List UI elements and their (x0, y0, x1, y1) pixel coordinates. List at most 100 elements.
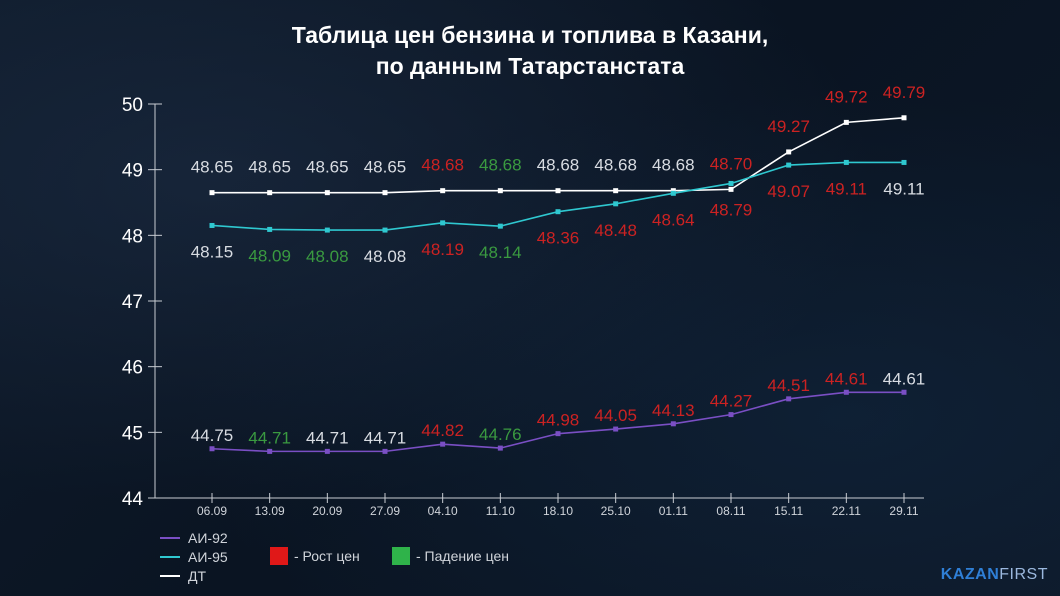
data-label-dt: 48.65 (364, 158, 407, 177)
legend-dt-swatch (160, 575, 180, 577)
data-point-ai92 (786, 396, 792, 402)
legend-fall: - Падение цен (392, 547, 509, 565)
x-tick-label: 22.11 (832, 504, 861, 518)
data-label-ai92: 44.75 (191, 426, 234, 445)
legend-ai92-swatch (160, 537, 180, 539)
data-label-dt: 48.65 (248, 158, 291, 177)
data-point-ai95 (728, 180, 734, 186)
data-point-ai95 (786, 162, 792, 168)
data-label-ai95: 49.11 (826, 179, 867, 198)
data-label-ai95: 48.79 (710, 200, 753, 219)
data-label-dt: 48.68 (652, 156, 695, 175)
data-label-ai95: 48.08 (364, 247, 407, 266)
data-point-ai92 (382, 448, 388, 454)
data-point-dt (901, 115, 907, 121)
x-tick-label: 11.10 (486, 504, 515, 518)
legend-ai95-label: АИ-95 (188, 549, 228, 565)
data-point-ai92 (324, 448, 330, 454)
data-label-dt: 48.68 (594, 156, 637, 175)
data-label-dt: 48.65 (306, 158, 349, 177)
data-point-dt (440, 188, 446, 194)
data-point-dt (324, 190, 330, 196)
legend-ai92: АИ-92 (160, 530, 228, 546)
data-label-ai92: 44.05 (594, 406, 637, 425)
data-label-ai95: 48.48 (594, 221, 637, 240)
x-tick-label: 15.11 (774, 504, 803, 518)
legend-fall-swatch (392, 547, 410, 565)
legend-rise-swatch (270, 547, 288, 565)
data-point-ai92 (901, 389, 907, 395)
y-tick-label: 50 (122, 95, 143, 116)
data-label-ai92: 44.71 (364, 428, 407, 447)
data-point-dt (670, 188, 676, 194)
y-tick-label: 46 (122, 358, 143, 379)
data-point-ai92 (843, 389, 849, 395)
data-point-ai95 (555, 209, 561, 215)
data-point-ai95 (901, 159, 907, 165)
data-point-ai92 (728, 412, 734, 418)
data-label-dt: 49.79 (883, 83, 926, 102)
legend-ai95: АИ-95 (160, 549, 228, 565)
data-point-dt (382, 190, 388, 196)
y-tick-label: 49 (122, 161, 143, 182)
data-point-ai95 (670, 190, 676, 196)
y-tick-label: 45 (122, 423, 143, 444)
data-point-ai92 (209, 446, 215, 452)
y-tick-label: 44 (122, 489, 144, 510)
brand-logo-part1: KAZAN (940, 566, 1000, 583)
x-tick-label: 08.11 (716, 504, 745, 518)
data-label-ai95: 48.19 (421, 240, 464, 259)
data-label-ai92: 44.51 (767, 376, 810, 395)
legend-dt-label: ДТ (188, 568, 207, 584)
x-tick-label: 13.09 (255, 504, 285, 518)
data-point-dt (267, 190, 273, 196)
data-point-dt (209, 190, 215, 196)
chart-title: Таблица цен бензина и топлива в Казани, … (0, 20, 1060, 82)
legend-fall-label: - Падение цен (416, 548, 509, 564)
data-label-ai95: 48.08 (306, 247, 349, 266)
x-tick-label: 18.10 (543, 504, 573, 518)
x-tick-label: 27.09 (370, 504, 400, 518)
data-label-ai95: 48.14 (479, 243, 522, 262)
data-label-ai95: 48.64 (652, 210, 695, 229)
data-point-ai95 (843, 159, 849, 165)
data-point-ai95 (324, 227, 330, 233)
data-point-dt (613, 188, 619, 194)
legend-dt: ДТ (160, 568, 206, 584)
data-point-ai92 (670, 421, 676, 427)
x-tick-label: 25.10 (601, 504, 631, 518)
brand-logo: KAZANFIRST (941, 566, 1048, 584)
data-label-ai95: 48.36 (537, 229, 580, 248)
data-label-dt: 48.70 (710, 154, 753, 173)
data-label-ai92: 44.27 (710, 392, 753, 411)
data-point-dt (555, 188, 561, 194)
data-label-ai92: 44.13 (652, 401, 695, 420)
data-point-ai92 (613, 426, 619, 432)
data-point-ai95 (497, 223, 503, 229)
data-point-ai92 (555, 431, 561, 437)
data-label-ai92: 44.82 (421, 421, 464, 440)
legend-rise: - Рост цен (270, 547, 360, 565)
data-point-ai95 (613, 201, 619, 207)
data-point-ai95 (267, 226, 273, 232)
legend-ai95-swatch (160, 556, 180, 558)
data-point-ai92 (440, 441, 446, 447)
data-label-dt: 48.65 (191, 158, 234, 177)
data-point-ai95 (382, 227, 388, 233)
legend-ai92-label: АИ-92 (188, 530, 228, 546)
data-label-ai92: 44.61 (883, 369, 926, 388)
data-label-ai95: 49.11 (883, 179, 924, 198)
x-tick-label: 29.11 (889, 504, 918, 518)
data-label-dt: 49.72 (825, 87, 868, 106)
data-label-ai92: 44.98 (537, 411, 580, 430)
data-label-ai95: 49.07 (767, 182, 810, 201)
data-point-dt (497, 188, 503, 194)
y-tick-label: 47 (122, 292, 143, 313)
data-point-dt (728, 186, 734, 192)
data-point-ai95 (440, 220, 446, 226)
data-label-ai92: 44.61 (825, 369, 868, 388)
data-label-ai95: 48.15 (191, 242, 234, 261)
data-label-dt: 48.68 (421, 156, 464, 175)
